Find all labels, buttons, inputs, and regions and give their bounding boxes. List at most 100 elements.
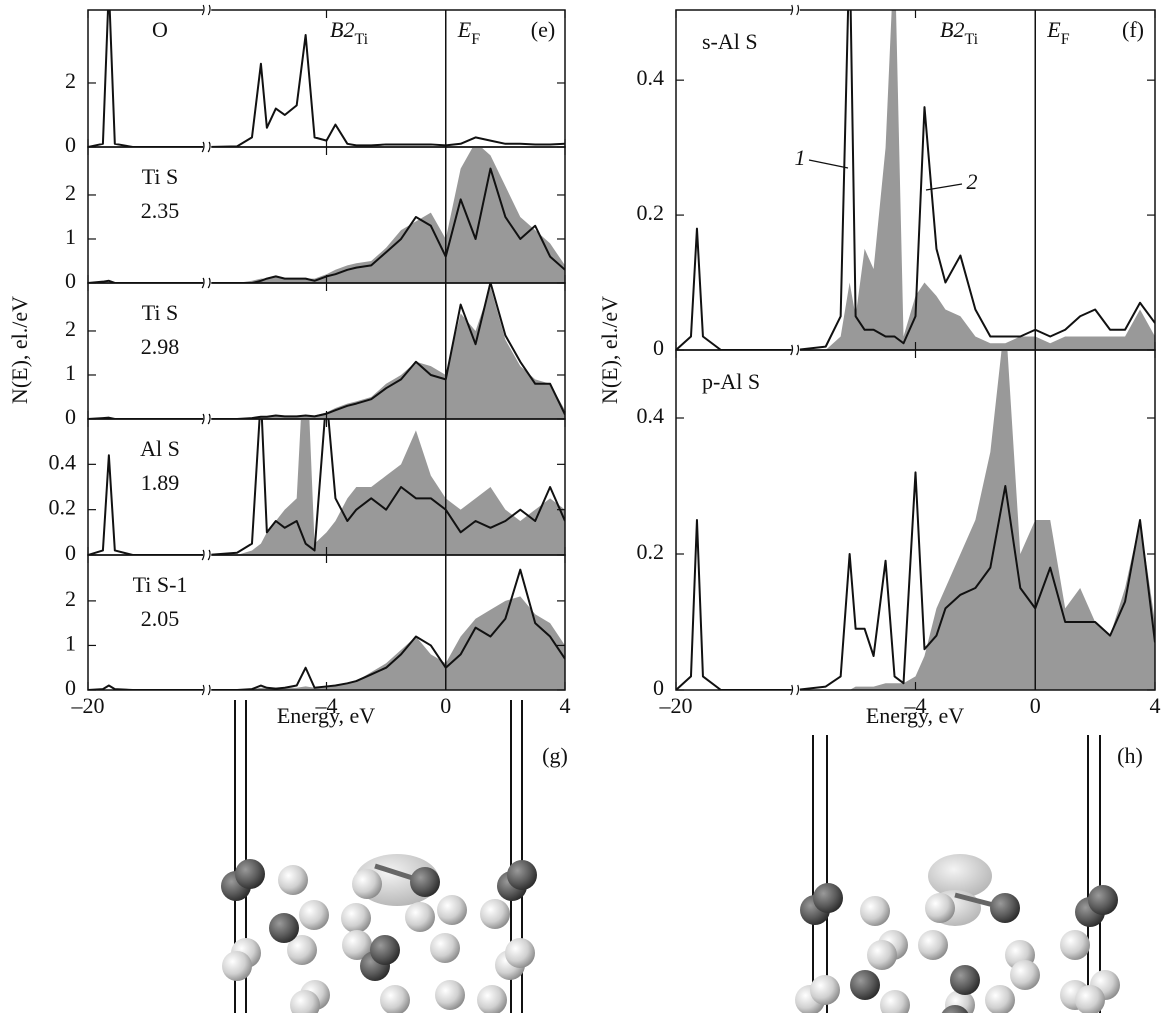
y-tick-label: 1 [65, 224, 76, 249]
annotation-leader [925, 183, 963, 191]
plot-area [676, 10, 1155, 350]
band-title-main: B2 [330, 17, 354, 42]
atom-light [290, 990, 320, 1018]
axis-break-gap [203, 552, 212, 558]
atom-light [278, 865, 308, 895]
axis-break-gap [203, 687, 212, 693]
axis-break [790, 684, 800, 696]
panel-text: O [152, 17, 168, 42]
panel-text: 2.05 [141, 606, 180, 631]
y-axis-label: N(E), el./eV [597, 296, 622, 404]
axis-break [790, 4, 800, 16]
y-tick-label: 0 [65, 404, 76, 429]
y-tick-label: 2 [65, 316, 76, 341]
subplot: 0 1 2 Ti S 2.35 [65, 141, 566, 293]
y-tick-label: 0 [653, 675, 664, 700]
atom-dark [990, 893, 1020, 923]
charge-density [928, 854, 992, 898]
y-tick-label: 0 [653, 335, 664, 360]
atom-light [480, 899, 510, 929]
subplot: 0 1 2 Ti S 2.98 [65, 277, 566, 429]
curve-annotation: 1 [795, 145, 806, 170]
axis-break [201, 684, 211, 696]
x-axis-label: Energy, eV [277, 703, 375, 728]
atom-light [925, 893, 955, 923]
y-tick-label: 0.2 [637, 539, 665, 564]
atom-light [287, 935, 317, 965]
x-tick-label: 0 [440, 693, 451, 718]
atom-dark [1088, 885, 1118, 915]
atom-light [1075, 985, 1105, 1015]
y-tick-label: 0.2 [49, 495, 77, 520]
panel-text: Ti S [142, 164, 179, 189]
y-tick-label: 0 [65, 132, 76, 157]
panel-label: (g) [542, 743, 568, 768]
x-tick-label: –4 [904, 693, 927, 718]
x-tick-label: 0 [1030, 693, 1041, 718]
panel-label: (h) [1117, 743, 1143, 768]
subplot: 0 2 O B2Ti EF (e) [65, 4, 566, 157]
panel-text: p-Al S [702, 369, 760, 394]
y-tick-label: 2 [65, 180, 76, 205]
axis-break [201, 549, 211, 561]
panel-label: (f) [1122, 17, 1144, 42]
panel-text: s-Al S [702, 29, 758, 54]
band-title-sub: Ti [354, 31, 368, 48]
panel-text: Ti S [142, 300, 179, 325]
fermi-label-main: E [457, 17, 472, 42]
atom-light [477, 985, 507, 1015]
axis-break-gap [203, 280, 212, 286]
atom-dark [507, 860, 537, 890]
axis-break-gap [203, 416, 212, 422]
atom-dark [813, 883, 843, 913]
subplot: 0 0.2 0.4 –20 –4 0 4 p-Al S [637, 344, 1161, 718]
atom-light [222, 951, 252, 981]
atom-light [1060, 930, 1090, 960]
fermi-label: EF [457, 17, 480, 48]
atom-light [341, 903, 371, 933]
atom-light [985, 985, 1015, 1015]
x-axis-label: Energy, eV [866, 703, 964, 728]
curve-annotation: 2 [967, 169, 978, 194]
atomic-structures [221, 700, 1120, 1018]
atom-light [342, 930, 372, 960]
y-tick-label: 1 [65, 360, 76, 385]
axis-break [201, 141, 211, 153]
y-tick-label: 0 [65, 675, 76, 700]
band-title-sub: Ti [964, 31, 978, 48]
y-axis-label: N(E), el./eV [7, 296, 32, 404]
atom-dark [850, 970, 880, 1000]
axis-break-gap [203, 7, 212, 13]
band-title: B2Ti [940, 17, 979, 48]
y-tick-label: 2 [65, 68, 76, 93]
atom-light [918, 930, 948, 960]
subplot: 0 1 2 –20 –4 0 4 Ti S-1 2.05 [65, 549, 571, 718]
fermi-label: EF [1046, 17, 1069, 48]
atom-dark [269, 913, 299, 943]
atom-light [299, 900, 329, 930]
fermi-label-sub: F [1061, 31, 1070, 48]
axis-break [201, 277, 211, 289]
atom-light [430, 933, 460, 963]
annotation-leader [808, 159, 849, 169]
atom-dark [410, 867, 440, 897]
atom-dark [370, 935, 400, 965]
y-tick-label: 0.2 [637, 200, 665, 225]
x-tick-label: –20 [71, 693, 105, 718]
atom-dark [950, 965, 980, 995]
dos-line [88, 419, 565, 555]
atom-light [505, 938, 535, 968]
atom-light [437, 895, 467, 925]
panel-text: 2.35 [141, 198, 180, 223]
x-tick-label: 4 [560, 693, 571, 718]
y-tick-label: 0.4 [637, 65, 665, 90]
axis-break-gap [791, 347, 800, 353]
y-tick-label: 0.4 [637, 403, 665, 428]
axis-break-gap [203, 144, 212, 150]
panel-label: (e) [531, 17, 555, 42]
dos-line [676, 471, 1155, 690]
atom-light [810, 975, 840, 1005]
atom-light [352, 869, 382, 899]
